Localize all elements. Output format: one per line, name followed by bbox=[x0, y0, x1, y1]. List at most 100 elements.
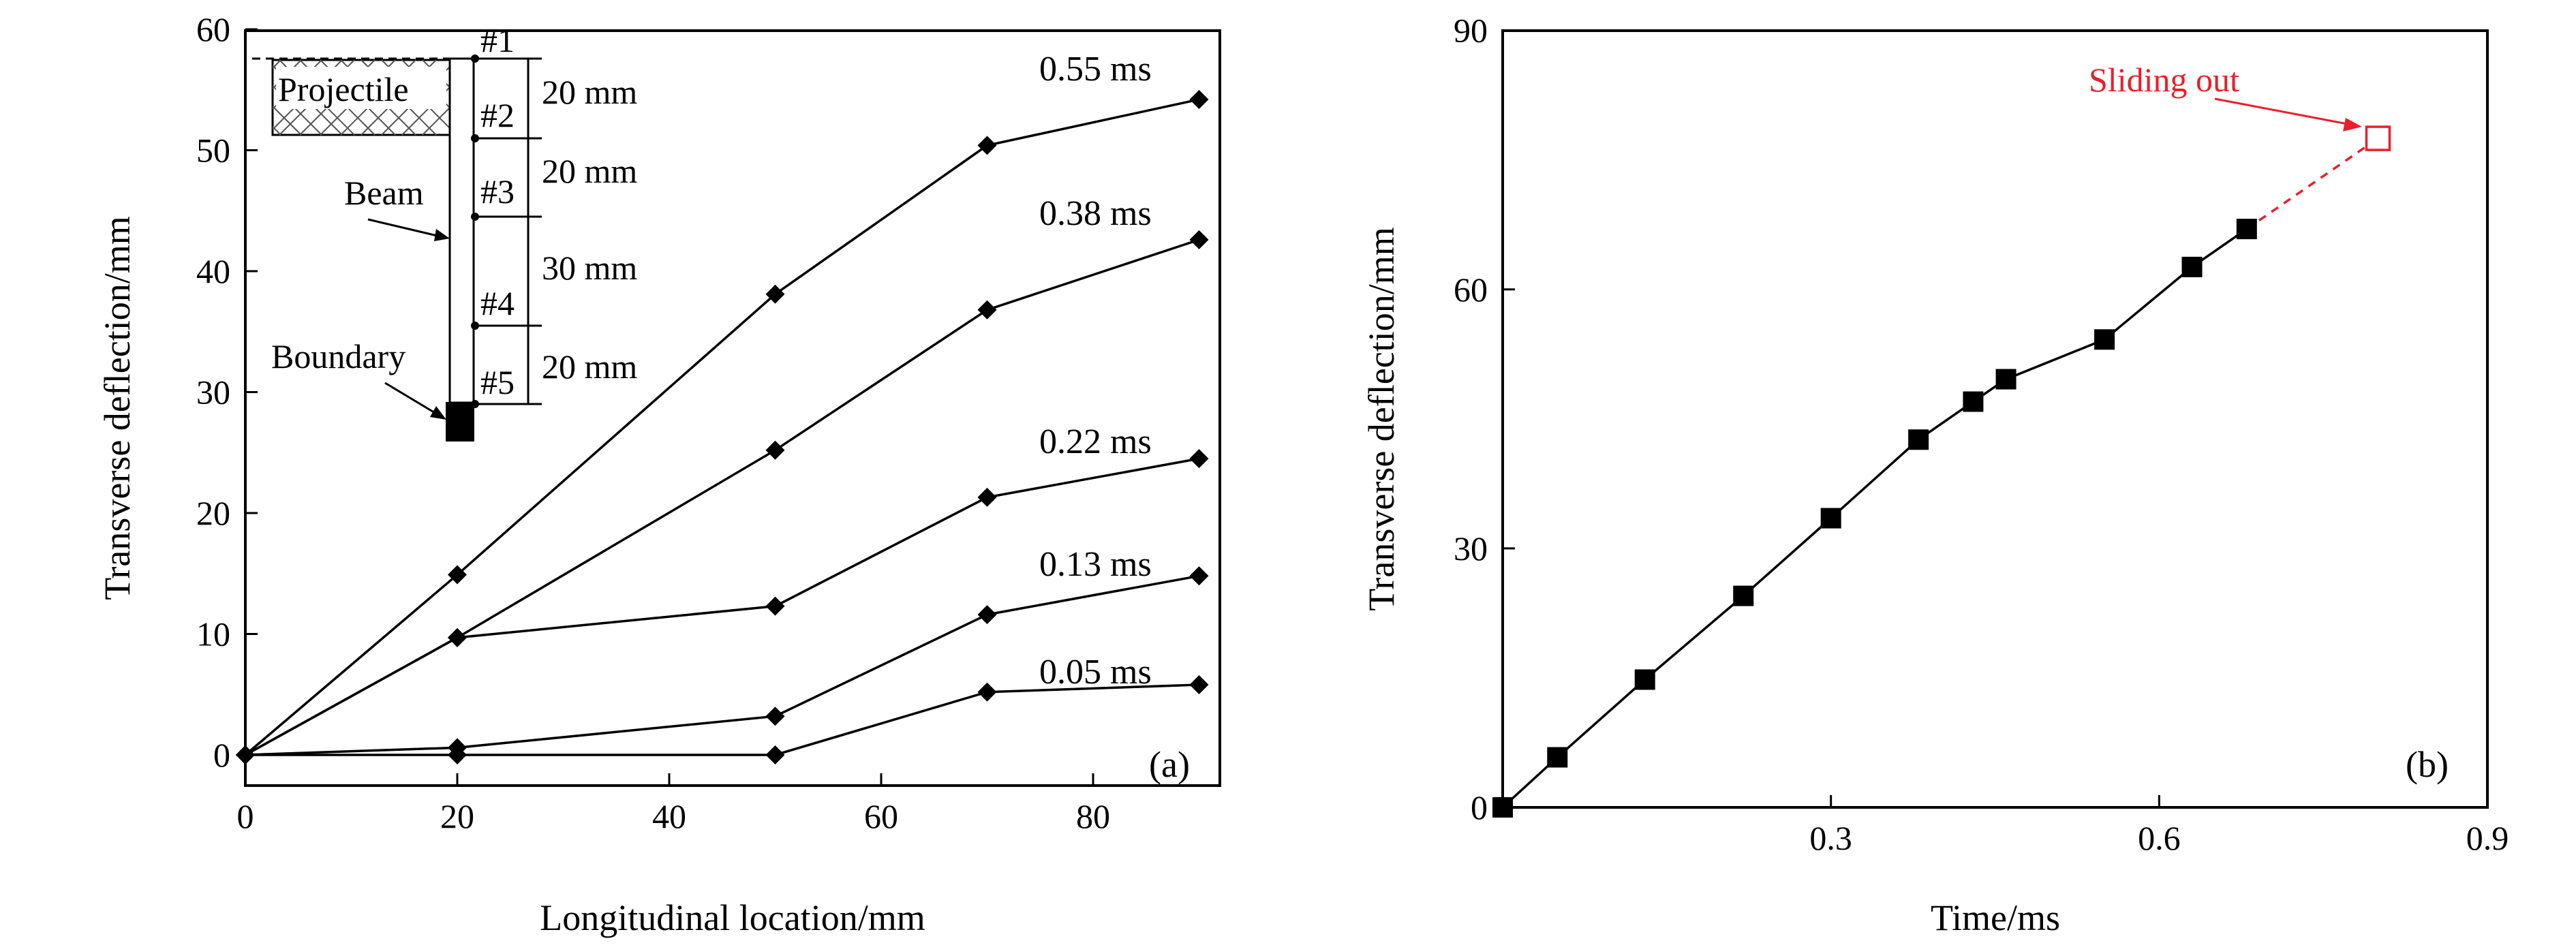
diamond-marker bbox=[765, 745, 785, 764]
panel-label-b: (b) bbox=[2406, 744, 2449, 785]
diamond-marker bbox=[1189, 230, 1209, 249]
diamond-marker bbox=[765, 707, 785, 726]
sliding-out-label: Sliding out bbox=[2089, 61, 2239, 99]
y-tick-label-a: 0 bbox=[213, 736, 230, 774]
y-tick-label-a: 50 bbox=[196, 131, 230, 170]
measurement-points bbox=[474, 57, 542, 405]
sliding-out-arrow bbox=[2214, 97, 2352, 126]
diamond-marker bbox=[765, 596, 785, 616]
diamond-marker bbox=[448, 565, 467, 585]
diamond-marker bbox=[977, 136, 997, 155]
point-label-2: #2 bbox=[480, 96, 515, 134]
point-label-5: #5 bbox=[480, 363, 515, 401]
y-tick-label-b: 0 bbox=[1471, 788, 1488, 826]
y-tick-label-a: 30 bbox=[196, 373, 230, 412]
x-tick-label-a: 20 bbox=[440, 797, 474, 835]
inset-schematic: Projectile Beam Boundary bbox=[252, 21, 637, 441]
chart-a-markers bbox=[236, 89, 1209, 764]
square-marker bbox=[1492, 797, 1513, 818]
y-tick-label-a: 60 bbox=[196, 10, 230, 48]
x-tick-label-a: 0 bbox=[237, 797, 254, 835]
chart-a-x-ticks: 0 20 40 60 80 bbox=[237, 773, 1110, 835]
point-label-4: #4 bbox=[480, 284, 515, 322]
beam-label: Beam bbox=[344, 174, 424, 212]
beam-body bbox=[448, 57, 475, 404]
boundary-arrow bbox=[384, 382, 440, 417]
diamond-marker bbox=[977, 682, 997, 702]
chart-a-y-axis-title: Transverse deflection/mm bbox=[97, 216, 138, 600]
square-marker bbox=[2181, 256, 2203, 277]
square-marker bbox=[1995, 369, 2017, 390]
square-marker bbox=[1733, 585, 1754, 606]
panel-label-a: (a) bbox=[1149, 744, 1190, 785]
chart-b-y-axis-title: Transverse deflection/mm bbox=[1361, 227, 1402, 610]
square-marker bbox=[1547, 747, 1568, 768]
chart-b-frame bbox=[1501, 29, 2489, 809]
square-marker bbox=[1820, 508, 1841, 529]
series-line-time bbox=[1501, 228, 2248, 809]
chart-a-x-axis-title: Longitudinal location/mm bbox=[540, 897, 925, 938]
series-label-0.38ms: 0.38 ms bbox=[1039, 194, 1152, 233]
projectile-label: Projectile bbox=[278, 70, 409, 108]
diamond-marker bbox=[765, 284, 785, 304]
x-tick-label-a: 40 bbox=[652, 797, 686, 835]
measurement-dots bbox=[471, 55, 479, 408]
x-tick-label-b: 0.6 bbox=[2138, 819, 2181, 857]
extrapolation-line bbox=[2245, 137, 2379, 230]
diamond-marker bbox=[1189, 675, 1209, 695]
diamond-marker bbox=[448, 628, 467, 647]
y-tick-label-a: 10 bbox=[196, 615, 230, 653]
chart-b-markers bbox=[1492, 125, 2391, 818]
series-label-0.55ms: 0.55 ms bbox=[1039, 50, 1152, 89]
projectile-label-bg bbox=[276, 67, 446, 109]
x-tick-label-a: 80 bbox=[1076, 797, 1110, 835]
x-tick-label-b: 0.9 bbox=[2466, 819, 2509, 857]
x-tick-label-b: 0.3 bbox=[1809, 819, 1852, 857]
diamond-marker bbox=[977, 300, 997, 320]
chart-b-x-axis-title: Time/ms bbox=[1931, 897, 2060, 938]
y-tick-label-a: 20 bbox=[196, 494, 230, 532]
square-marker bbox=[2236, 219, 2257, 240]
x-tick-label-a: 60 bbox=[864, 797, 898, 835]
chart-b-x-ticks: 0.3 0.6 0.9 bbox=[1809, 795, 2509, 857]
boundary-arrowhead bbox=[430, 406, 446, 420]
y-tick-label-a: 40 bbox=[196, 252, 230, 290]
point-label-3: #3 bbox=[480, 172, 515, 211]
y-tick-label-b: 30 bbox=[1454, 529, 1488, 568]
square-marker bbox=[1908, 429, 1929, 450]
chart-a-y-ticks: 0 10 20 30 40 50 60 bbox=[196, 10, 258, 774]
beam-arrowhead bbox=[434, 229, 450, 241]
spacing-label-4: 20 mm bbox=[542, 347, 637, 386]
diamond-marker bbox=[765, 440, 785, 460]
boundary-block bbox=[446, 402, 474, 441]
y-tick-label-b: 60 bbox=[1454, 270, 1488, 309]
diamond-marker bbox=[1189, 566, 1209, 586]
spacing-label-3: 30 mm bbox=[542, 249, 637, 287]
chart-a-frame bbox=[244, 29, 1221, 787]
diamond-marker bbox=[448, 738, 467, 758]
diamond-marker bbox=[977, 487, 997, 507]
chart-b: 0.3 0.6 0.9 0 30 60 90 Sliding out (b) Time/m… bbox=[1361, 12, 2509, 938]
sliding-out-arrowhead bbox=[2343, 118, 2362, 131]
point-label-1: #1 bbox=[480, 21, 515, 59]
y-tick-label-b: 90 bbox=[1454, 12, 1488, 50]
series-label-0.13ms: 0.13 ms bbox=[1039, 545, 1152, 584]
beam-arrow bbox=[367, 218, 444, 238]
square-marker bbox=[1963, 391, 1984, 412]
boundary-label: Boundary bbox=[271, 337, 405, 375]
diamond-marker bbox=[977, 605, 997, 625]
diamond-marker bbox=[236, 745, 255, 764]
spacing-label-2: 20 mm bbox=[542, 152, 637, 190]
square-marker bbox=[1634, 669, 1655, 690]
diamond-marker bbox=[1189, 89, 1209, 109]
spacing-label-1: 20 mm bbox=[542, 73, 637, 111]
sliding-out-marker bbox=[2365, 125, 2391, 151]
diamond-marker bbox=[1189, 449, 1209, 469]
chart-b-y-ticks: 0 30 60 90 bbox=[1454, 12, 1515, 826]
series-label-0.22ms: 0.22 ms bbox=[1039, 422, 1152, 461]
series-label-0.05ms: 0.05 ms bbox=[1039, 653, 1152, 692]
square-marker bbox=[2094, 329, 2115, 350]
series-line-0.05ms bbox=[245, 683, 1199, 756]
